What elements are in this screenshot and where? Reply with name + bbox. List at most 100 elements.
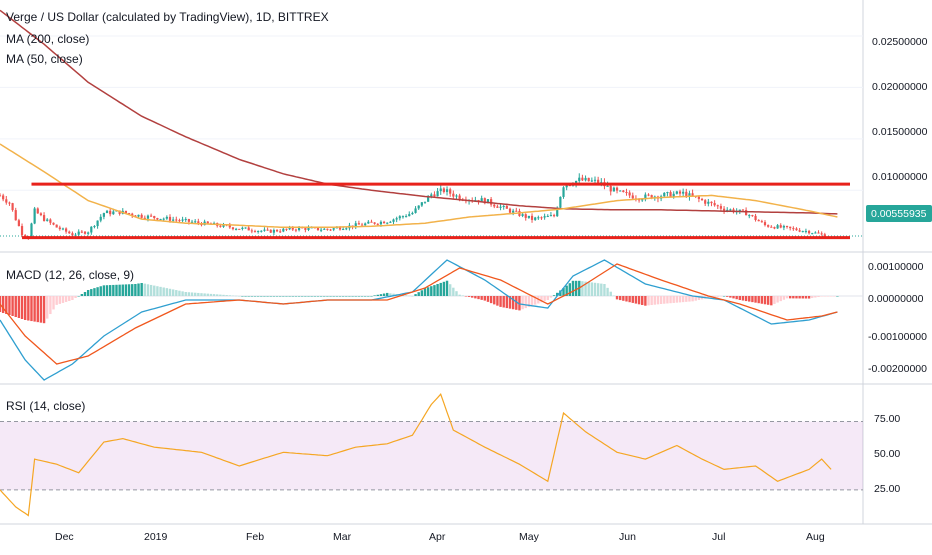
ma200-legend[interactable]: MA (200, close) [6, 32, 89, 46]
candle-body [549, 215, 553, 217]
macd-histogram-bar [515, 296, 518, 310]
candle-body [546, 216, 549, 218]
candle-body [420, 202, 423, 206]
candle-body [427, 196, 430, 202]
macd-histogram-bar [153, 285, 156, 296]
macd-histogram-bar [480, 296, 483, 300]
macd-histogram-bar [770, 296, 773, 306]
macd-histogram-bar [596, 283, 600, 296]
macd-histogram-bar [108, 285, 112, 296]
price-series-layer [0, 9, 863, 240]
ma50-legend[interactable]: MA (50, close) [6, 52, 83, 66]
macd-legend[interactable]: MACD (12, 26, close, 9) [6, 268, 134, 282]
candle-body [751, 215, 754, 217]
macd-histogram-bar [426, 287, 430, 296]
macd-histogram-bar [672, 296, 675, 303]
candle-body [458, 195, 461, 200]
candle-body [685, 191, 688, 197]
macd-histogram-bar [203, 293, 206, 296]
macd-histogram-bar [414, 294, 417, 296]
macd-histogram-bar [817, 296, 820, 297]
macd-histogram-bar [741, 296, 745, 301]
candle-body [39, 213, 43, 216]
macd-tick-label: -0.00100000 [868, 331, 927, 343]
macd-histogram-bar [600, 283, 603, 296]
ma200-line [0, 9, 838, 215]
candle-body [578, 177, 581, 181]
macd-histogram-bar [52, 296, 55, 310]
macd-histogram-bar [80, 294, 84, 296]
candle-body [266, 229, 269, 231]
macd-histogram-bar [17, 296, 21, 318]
macd-histogram-bar [250, 296, 254, 297]
macd-histogram-bar [628, 296, 631, 303]
candle-body [757, 220, 760, 222]
candle-body [36, 208, 39, 214]
candle-body [606, 185, 609, 187]
macd-histogram-bar [445, 280, 449, 296]
candle-body [650, 195, 653, 199]
macd-histogram-bar [773, 296, 776, 304]
macd-histogram-bar [795, 296, 798, 299]
macd-histogram-bar [467, 296, 471, 297]
price-tick-label: 0.01000000 [872, 171, 928, 183]
macd-histogram-bar [71, 296, 74, 300]
time-axis-label: Feb [246, 531, 264, 543]
candle-body [493, 204, 496, 207]
macd-histogram-bar [757, 296, 760, 304]
rsi-line [0, 393, 832, 517]
candle-body [619, 190, 622, 192]
rsi-legend[interactable]: RSI (14, close) [6, 399, 85, 413]
macd-histogram-bar [455, 291, 458, 296]
candle-body [194, 221, 197, 223]
candle-body [386, 222, 389, 224]
macd-histogram-bar [121, 284, 124, 296]
candle-body [354, 223, 357, 228]
macd-histogram-bar [543, 296, 546, 302]
candle-body [146, 215, 150, 219]
candle-body [521, 214, 524, 216]
candle-body [181, 219, 184, 221]
candle-body [741, 209, 745, 211]
macd-histogram-bar [278, 296, 282, 297]
candle-body [178, 220, 181, 222]
candle-body [672, 193, 675, 198]
macd-histogram-bar [118, 284, 121, 296]
macd-histogram-bar [74, 296, 77, 298]
candle-body [55, 224, 58, 228]
candle-body [625, 192, 628, 194]
macd-histogram-bar [408, 295, 411, 297]
candle-body [480, 198, 483, 202]
macd-histogram-bar [442, 281, 446, 296]
candle-body [804, 230, 808, 232]
macd-histogram-bar [666, 296, 669, 304]
macd-histogram-bar [493, 296, 496, 305]
macd-histogram-bar [726, 296, 729, 297]
macd-histogram-bar [165, 288, 169, 296]
macd-histogram-bar [423, 288, 427, 296]
macd-histogram-bar [420, 290, 424, 296]
time-axis-label: Mar [333, 531, 352, 543]
candle-body [405, 216, 408, 218]
macd-histogram-bar [168, 288, 172, 296]
candle-body [726, 209, 729, 211]
candle-body [707, 201, 710, 204]
macd-histogram-bar [96, 287, 99, 296]
macd-histogram-bar [631, 296, 634, 303]
candle-body [562, 187, 565, 197]
candle-body [11, 203, 14, 211]
candle-body [219, 225, 222, 227]
candle-body [71, 233, 74, 236]
candle-body [285, 228, 288, 230]
macd-histogram-bar [807, 296, 811, 299]
macd-histogram-bar [836, 296, 839, 297]
macd-histogram-bar [253, 296, 257, 297]
macd-histogram-bar [206, 293, 209, 296]
candle-body [335, 227, 338, 229]
candle-body [127, 213, 131, 215]
macd-histogram-bar [625, 296, 628, 302]
candle-body [241, 227, 244, 230]
macd-histogram-bar [256, 296, 260, 297]
